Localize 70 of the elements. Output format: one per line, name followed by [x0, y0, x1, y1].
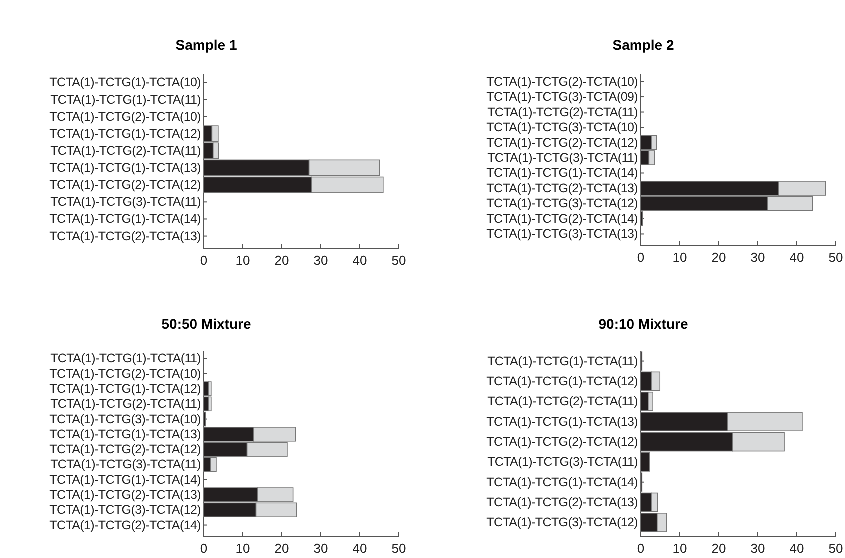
x-tick-label: 20 [274, 253, 290, 268]
chart-title: 50:50 Mixture [162, 316, 252, 332]
x-tick-label: 0 [200, 541, 208, 556]
x-tick-label: 40 [352, 541, 368, 556]
y-tick-label: TCTA(1)-TCTG(1)-TCTA(12) [486, 374, 638, 388]
x-tick-label: 0 [637, 541, 645, 556]
x-tick-label: 10 [236, 253, 250, 268]
x-tick-label: 10 [236, 541, 250, 556]
x-tick-label: 0 [637, 250, 645, 266]
y-tick-label: TCTA(1)-TCTG(1)-TCTA(14) [50, 472, 202, 487]
y-tick-label: TCTA(1)-TCTG(3)-TCTA(11) [50, 458, 202, 472]
x-tick-label: 40 [352, 253, 368, 268]
y-tick-label: TCTA(1)-TCTG(3)-TCTA(11) [50, 195, 202, 210]
y-tick-label: TCTA(1)-TCTG(2)-TCTA(13) [50, 229, 202, 244]
y-tick-label: TCTA(1)-TCTG(1)-TCTA(10) [50, 76, 202, 90]
x-tick-label: 30 [314, 253, 328, 268]
x-tick-label: 50 [392, 541, 406, 556]
y-tick-label: TCTA(1)-TCTG(3)-TCTA(11) [488, 455, 638, 470]
y-tick-label: TCTA(1)-TCTG(2)-TCTA(13) [50, 488, 202, 502]
y-tick-label: TCTA(1)-TCTG(3)-TCTA(10) [50, 412, 202, 426]
x-tick-label: 20 [274, 541, 290, 556]
y-tick-label: TCTA(1)-TCTG(2)-TCTA(12) [486, 136, 638, 150]
y-tick-label: TCTA(1)-TCTG(2)-TCTA(14) [486, 212, 638, 226]
y-tick-label: TCTA(1)-TCTG(3)-TCTA(11) [488, 151, 638, 165]
y-tick-label: TCTA(1)-TCTG(3)-TCTA(09) [486, 90, 638, 104]
y-tick-label: TCTA(1)-TCTG(1)-TCTA(11) [50, 352, 202, 366]
x-tick-label: 30 [314, 541, 328, 556]
y-tick-label: TCTA(1)-TCTG(1)-TCTA(12) [50, 126, 202, 141]
x-tick-label: 10 [672, 250, 688, 266]
y-tick-label: TCTA(1)-TCTG(2)-TCTA(11) [488, 394, 638, 409]
y-tick-label: TCTA(1)-TCTG(2)-TCTA(10) [50, 110, 202, 124]
x-tick-label: 40 [790, 250, 804, 266]
y-tick-label: TCTA(1)-TCTG(2)-TCTA(13) [486, 496, 638, 510]
x-tick-label: 20 [712, 250, 726, 266]
y-tick-label: TCTA(1)-TCTG(3)-TCTA(10) [486, 120, 638, 135]
x-tick-label: 10 [672, 541, 688, 556]
y-tick-label: TCTA(1)-TCTG(2)-TCTA(12) [50, 178, 202, 192]
x-tick-label: 50 [828, 250, 844, 266]
x-tick-label: 50 [828, 541, 844, 556]
y-tick-label: TCTA(1)-TCTG(2)-TCTA(12) [486, 435, 638, 449]
y-tick-label: TCTA(1)-TCTG(1)-TCTA(14) [50, 212, 202, 226]
y-tick-label: TCTA(1)-TCTG(2)-TCTA(12) [50, 442, 202, 457]
y-tick-label: TCTA(1)-TCTG(1)-TCTA(12) [50, 382, 202, 396]
y-tick-label: TCTA(1)-TCTG(3)-TCTA(12) [50, 503, 202, 518]
y-tick-label: TCTA(1)-TCTG(2)-TCTA(11) [50, 144, 202, 158]
y-tick-label: TCTA(1)-TCTG(2)-TCTA(13) [486, 181, 638, 196]
y-tick-label: TCTA(1)-TCTG(1)-TCTA(11) [50, 92, 202, 107]
x-tick-label: 40 [790, 541, 804, 556]
chart-title: Sample 2 [612, 37, 674, 53]
y-tick-label: TCTA(1)-TCTG(1)-TCTA(14) [486, 166, 638, 180]
y-tick-label: TCTA(1)-TCTG(2)-TCTA(14) [50, 518, 202, 532]
x-tick-label: 30 [750, 250, 766, 266]
x-tick-label: 20 [712, 541, 726, 556]
x-tick-label: 30 [750, 541, 766, 556]
y-tick-label: TCTA(1)-TCTG(3)-TCTA(12) [486, 196, 638, 211]
x-tick-label: 50 [392, 253, 406, 268]
y-tick-label: TCTA(1)-TCTG(2)-TCTA(10) [486, 74, 638, 89]
y-tick-label: TCTA(1)-TCTG(2)-TCTA(11) [488, 105, 638, 120]
y-tick-label: TCTA(1)-TCTG(1)-TCTA(13) [50, 427, 202, 442]
y-tick-label: TCTA(1)-TCTG(3)-TCTA(12) [486, 516, 638, 530]
y-tick-label: TCTA(1)-TCTG(1)-TCTA(13) [486, 414, 638, 429]
y-tick-label: TCTA(1)-TCTG(1)-TCTA(11) [488, 354, 638, 368]
y-tick-label: TCTA(1)-TCTG(3)-TCTA(13) [486, 227, 638, 242]
chart-title: 90:10 Mixture [598, 316, 688, 332]
y-tick-label: TCTA(1)-TCTG(2)-TCTA(11) [50, 397, 202, 412]
x-tick-label: 0 [200, 253, 208, 268]
chart-title: Sample 1 [176, 37, 238, 53]
y-tick-label: TCTA(1)-TCTG(1)-TCTA(13) [50, 161, 202, 176]
y-tick-label: TCTA(1)-TCTG(2)-TCTA(10) [50, 366, 202, 381]
y-tick-label: TCTA(1)-TCTG(1)-TCTA(14) [486, 475, 638, 490]
